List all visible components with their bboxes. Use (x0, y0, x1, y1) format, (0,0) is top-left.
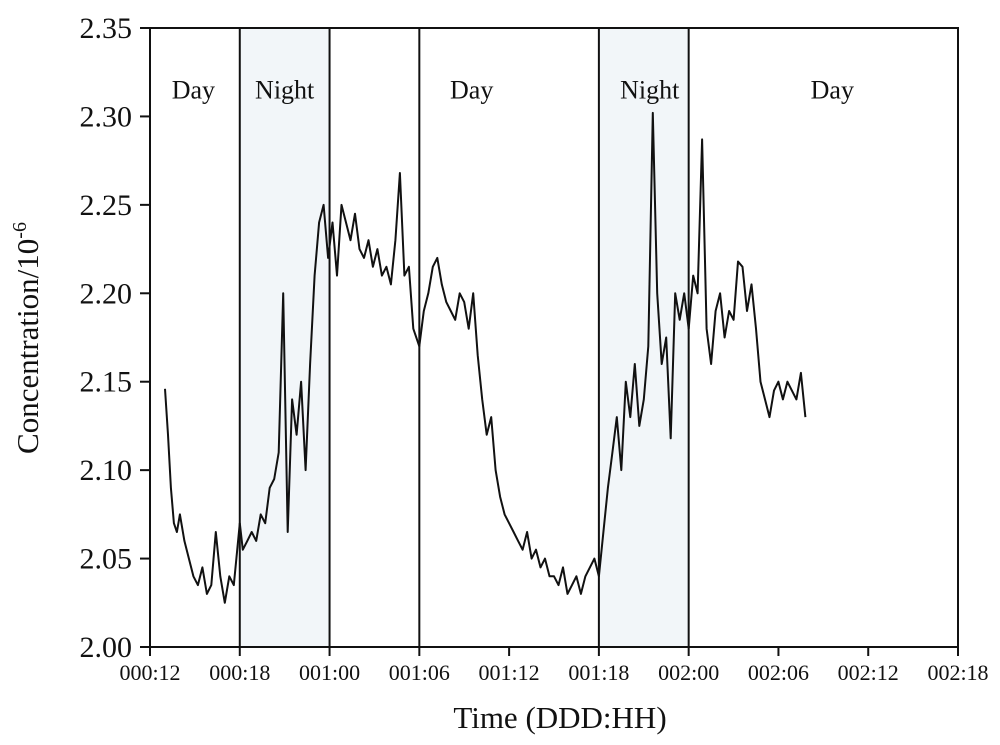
y-axis-title-exponent: -6 (9, 222, 31, 239)
y-tick-label: 2.25 (80, 189, 133, 222)
band-label-day-2: Day (450, 76, 493, 105)
axis-ticks: 2.00 2.05 2.10 2.15 2.20 2.25 2.30 2.35 000:12 00… (80, 12, 989, 685)
x-tick-label: 000:12 (119, 660, 180, 685)
plot-border (149, 27, 959, 648)
band-label-night-1: Night (255, 76, 315, 105)
night-band-3 (598, 28, 689, 647)
y-tick-label: 2.35 (80, 12, 133, 45)
y-axis-title-main: Concentration/10 (10, 239, 45, 454)
x-tick-label: 002:12 (838, 660, 899, 685)
y-tick-label: 2.15 (80, 366, 133, 399)
x-tick-label: 001:12 (479, 660, 540, 685)
x-tick-label: 001:18 (568, 660, 629, 685)
x-tick-label: 002:18 (927, 660, 988, 685)
band-labels: Day Night Day Night Day (172, 76, 854, 105)
y-tick-label: 2.00 (80, 631, 133, 664)
plot-frame (149, 27, 959, 648)
series-layer (164, 111, 807, 604)
x-tick-label: 001:00 (299, 660, 360, 685)
y-tick-label: 2.30 (80, 100, 133, 133)
band-label-day-0: Day (172, 76, 215, 105)
y-tick-label: 2.20 (80, 277, 133, 310)
x-tick-label: 001:06 (389, 660, 450, 685)
y-tick-label: 2.10 (80, 454, 133, 487)
series-line-0 (164, 111, 807, 604)
y-axis-title: Concentration/10-6 (9, 222, 45, 454)
y-tick-label: 2.05 (80, 543, 133, 576)
x-tick-label: 000:18 (209, 660, 270, 685)
band-shading-layer (239, 28, 689, 647)
band-label-night-3: Night (620, 76, 680, 105)
x-tick-label: 002:06 (748, 660, 809, 685)
band-label-day-4: Day (811, 76, 854, 105)
svg-text:Concentration/10-6: Concentration/10-6 (9, 222, 45, 454)
x-tick-label: 002:00 (658, 660, 719, 685)
x-axis-title: Time (DDD:HH) (453, 700, 666, 735)
